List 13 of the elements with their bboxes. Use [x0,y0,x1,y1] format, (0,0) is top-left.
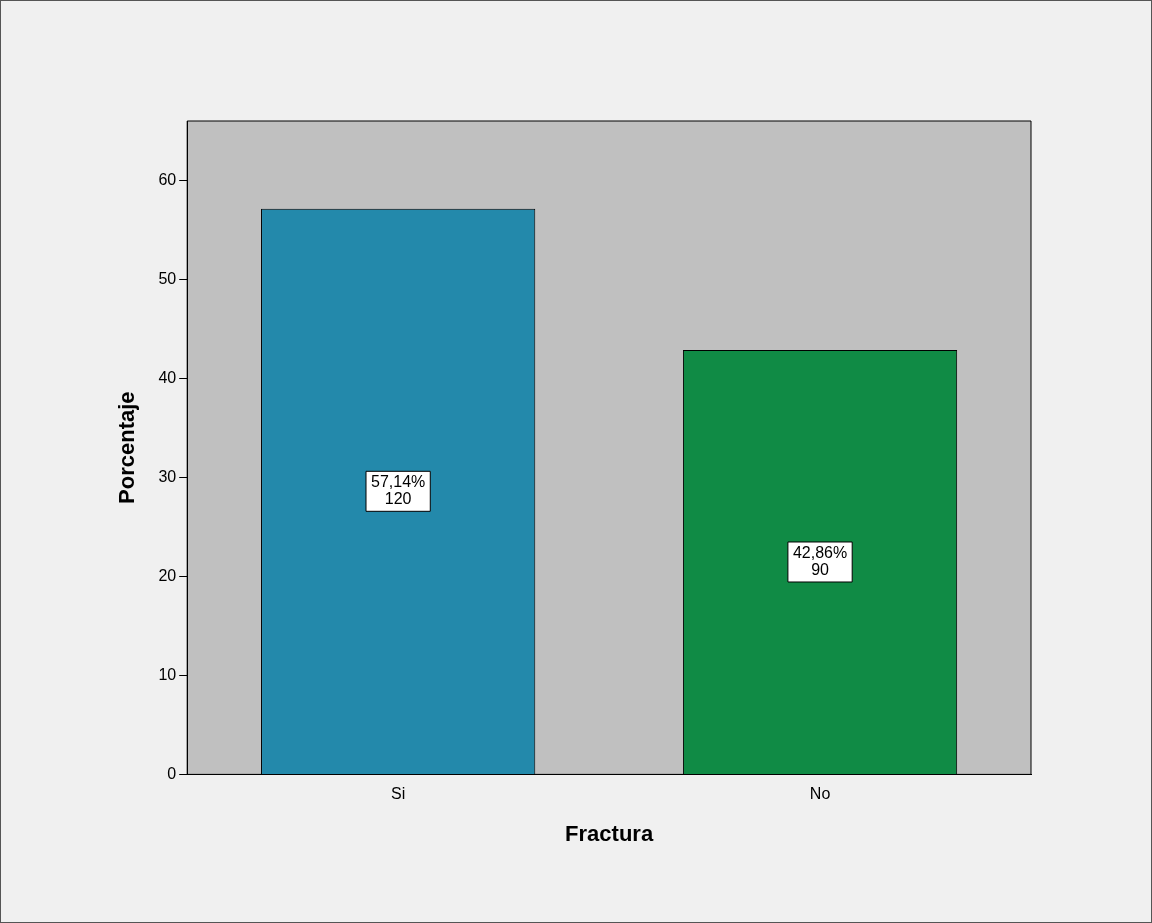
y-tick-label: 50 [158,269,177,287]
y-tick-label: 10 [158,665,177,683]
data-label: 42,86% 90 [792,543,848,578]
y-tick-label: 40 [158,368,177,386]
x-tick-label: Si [391,785,406,803]
x-axis-title: Fractura [565,820,654,846]
y-tick-label: 60 [158,170,177,188]
y-tick-label: 0 [167,764,177,782]
y-axis-title: Porcentaje [114,391,140,504]
data-label: 57,14% 120 [371,473,426,508]
x-tick-label: No [809,785,831,803]
y-tick-label: 20 [158,566,177,584]
y-tick-label: 30 [158,467,177,485]
